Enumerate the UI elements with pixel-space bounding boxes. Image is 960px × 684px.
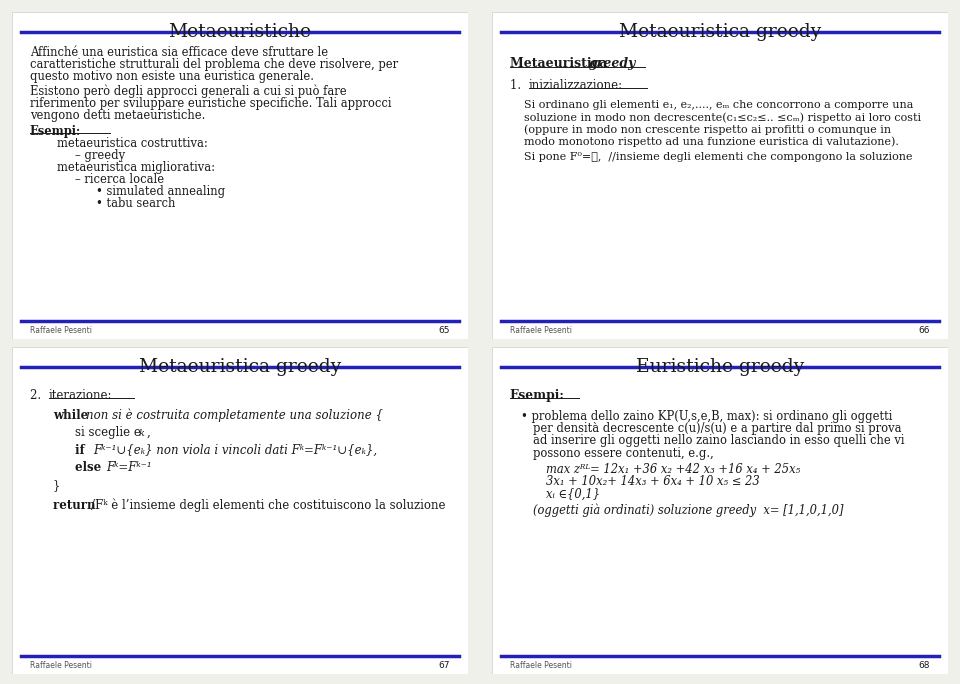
Text: si sceglie e: si sceglie e (76, 426, 141, 439)
Text: • tabu search: • tabu search (96, 197, 176, 210)
Text: ad inserire gli oggetti nello zaino lasciando in esso quelli che vi: ad inserire gli oggetti nello zaino lasc… (533, 434, 904, 447)
Text: Metaeuristica greedy: Metaeuristica greedy (139, 358, 341, 376)
Text: – ricerca locale: – ricerca locale (76, 173, 164, 186)
Text: • problema dello zaino KP(U,s,e,B, max): si ordinano gli oggetti: • problema dello zaino KP(U,s,e,B, max):… (521, 410, 893, 423)
Text: Fᵏ⁻¹∪{eₖ} non viola i vincoli dati Fᵏ=Fᵏ⁻¹∪{eₖ},: Fᵏ⁻¹∪{eₖ} non viola i vincoli dati Fᵏ=Fᵏ… (93, 444, 377, 457)
Text: 2.: 2. (30, 389, 45, 402)
FancyBboxPatch shape (12, 12, 468, 339)
Text: Raffaele Pesenti: Raffaele Pesenti (510, 661, 572, 670)
Text: /Fᵏ è l’insieme degli elementi che costituiscono la soluzione: /Fᵏ è l’insieme degli elementi che costi… (91, 499, 445, 512)
Text: return: return (53, 499, 99, 512)
Text: max zᴿᴸ= 12x₁ +36 x₂ +42 x₃ +16 x₄ + 25x₅: max zᴿᴸ= 12x₁ +36 x₂ +42 x₃ +16 x₄ + 25x… (546, 463, 801, 476)
Text: possono essere contenuti, e.g.,: possono essere contenuti, e.g., (533, 447, 713, 460)
Text: Esistono però degli approcci generali a cui si può fare: Esistono però degli approcci generali a … (30, 85, 347, 98)
Text: non si è costruita completamente una soluzione {: non si è costruita completamente una sol… (86, 409, 383, 423)
Text: Metaeuristiche: Metaeuristiche (169, 23, 311, 41)
Text: – greedy: – greedy (76, 149, 126, 162)
Text: 67: 67 (439, 661, 450, 670)
Text: Esempi:: Esempi: (510, 389, 564, 402)
Text: Fᵏ=Fᵏ⁻¹: Fᵏ=Fᵏ⁻¹ (107, 461, 153, 474)
Text: Metaeuristica greedy: Metaeuristica greedy (619, 23, 821, 41)
Text: Raffaele Pesenti: Raffaele Pesenti (30, 326, 92, 334)
Text: greedy: greedy (588, 57, 636, 70)
Text: else: else (76, 461, 110, 474)
Text: questo motivo non esiste una euristica generale.: questo motivo non esiste una euristica g… (30, 70, 314, 83)
FancyBboxPatch shape (12, 347, 468, 674)
Text: iterazione:: iterazione: (49, 389, 112, 402)
Text: Si pone F⁰=∅,  //insieme degli elementi che compongono la soluzione: Si pone F⁰=∅, //insieme degli elementi c… (523, 152, 912, 162)
Text: soluzione in modo non decrescente(c₁≤c₂≤.. ≤cₘ) rispetto ai loro costi: soluzione in modo non decrescente(c₁≤c₂≤… (523, 112, 921, 122)
Text: 66: 66 (919, 326, 930, 334)
Text: Metaeuristica: Metaeuristica (510, 57, 612, 70)
Text: if: if (76, 444, 89, 457)
Text: k: k (138, 429, 144, 438)
Text: Si ordinano gli elementi e₁, e₂,...., eₘ che concorrono a comporre una: Si ordinano gli elementi e₁, e₂,...., eₘ… (523, 100, 913, 110)
Text: 68: 68 (919, 661, 930, 670)
Text: Raffaele Pesenti: Raffaele Pesenti (510, 326, 572, 334)
FancyBboxPatch shape (492, 12, 948, 339)
Text: (oggetti già ordinati) soluzione greedy  x= [1,1,0,1,0]: (oggetti già ordinati) soluzione greedy … (533, 504, 843, 518)
Text: 1.: 1. (510, 79, 525, 92)
Text: riferimento per sviluppare euristiche specifiche. Tali approcci: riferimento per sviluppare euristiche sp… (30, 96, 392, 109)
Text: caratteristiche strutturali del problema che deve risolvere, per: caratteristiche strutturali del problema… (30, 58, 398, 71)
Text: • simulated annealing: • simulated annealing (96, 185, 226, 198)
Text: vengono detti metaeuristiche.: vengono detti metaeuristiche. (30, 109, 205, 122)
Text: 65: 65 (439, 326, 450, 334)
Text: metaeuristica migliorativa:: metaeuristica migliorativa: (58, 161, 215, 174)
Text: inizializzazione:: inizializzazione: (529, 79, 623, 92)
Text: Raffaele Pesenti: Raffaele Pesenti (30, 661, 92, 670)
Text: Esempi:: Esempi: (30, 124, 81, 137)
Text: modo monotono rispetto ad una funzione euristica di valutazione).: modo monotono rispetto ad una funzione e… (523, 136, 899, 147)
Text: Euristiche greedy: Euristiche greedy (636, 358, 804, 376)
FancyBboxPatch shape (492, 347, 948, 674)
Text: 3x₁ + 10x₂+ 14x₃ + 6x₄ + 10 x₅ ≤ 23: 3x₁ + 10x₂+ 14x₃ + 6x₄ + 10 x₅ ≤ 23 (546, 475, 760, 488)
Text: ,: , (146, 426, 150, 439)
Text: Affinché una euristica sia efficace deve sfruttare le: Affinché una euristica sia efficace deve… (30, 46, 328, 59)
Text: metaeuristica costruttiva:: metaeuristica costruttiva: (58, 137, 208, 150)
Text: (oppure in modo non crescente rispetto ai profitti o comunque in: (oppure in modo non crescente rispetto a… (523, 124, 891, 135)
Text: xᵢ ∈{0,1}: xᵢ ∈{0,1} (546, 488, 601, 501)
Text: while: while (53, 409, 92, 422)
Text: per densità decrescente c(u)/s(u) e a partire dal primo si prova: per densità decrescente c(u)/s(u) e a pa… (533, 422, 901, 435)
Text: }: } (53, 479, 60, 492)
